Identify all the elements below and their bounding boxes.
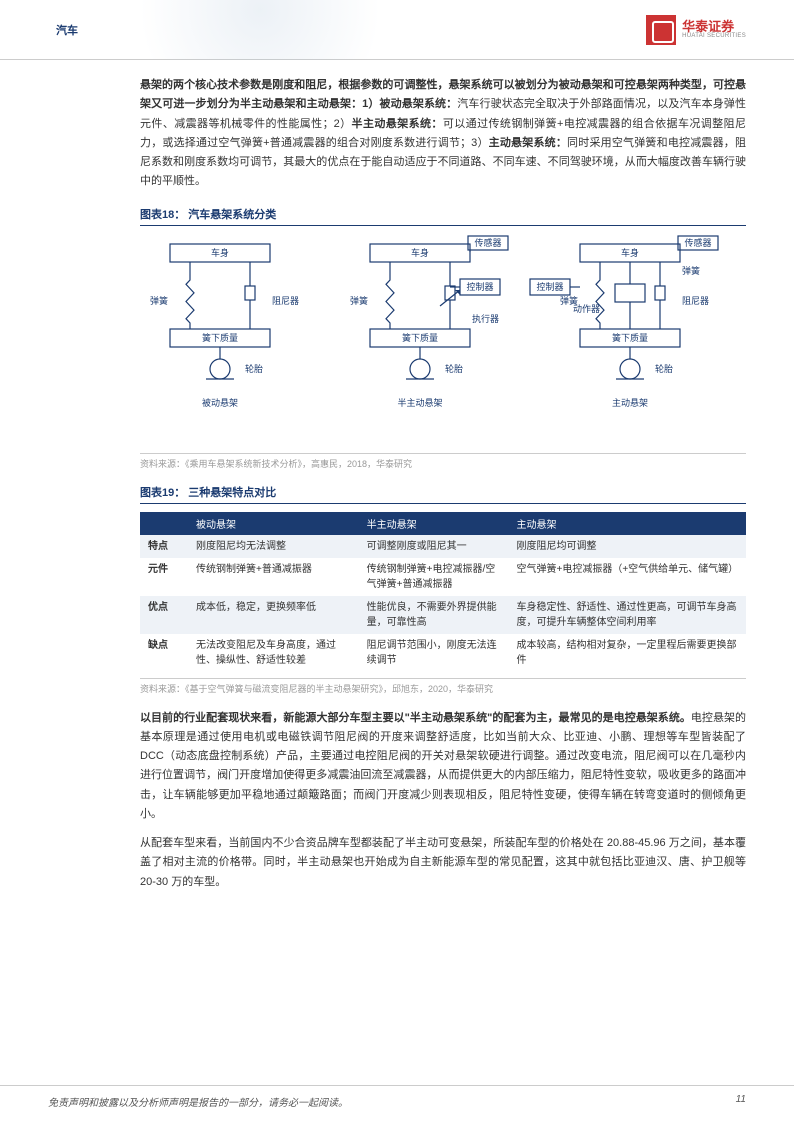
svg-text:被动悬架: 被动悬架 bbox=[202, 397, 238, 408]
svg-text:车身: 车身 bbox=[211, 247, 229, 258]
svg-text:阻尼器: 阻尼器 bbox=[272, 296, 299, 306]
svg-text:传感器: 传感器 bbox=[684, 237, 711, 248]
svg-text:簧下质量: 簧下质量 bbox=[402, 332, 438, 343]
svg-text:弹簧: 弹簧 bbox=[350, 295, 368, 306]
category-label: 汽车 bbox=[48, 20, 86, 40]
svg-text:动作器: 动作器 bbox=[573, 303, 600, 314]
logo-en: HUATAI SECURITIES bbox=[682, 33, 746, 39]
svg-text:轮胎: 轮胎 bbox=[655, 363, 673, 374]
svg-text:轮胎: 轮胎 bbox=[245, 363, 263, 374]
page-header: 汽车 华泰证券 HUATAI SECURITIES bbox=[0, 0, 794, 60]
page-content: 悬架的两个核心技术参数是刚度和阻尼，根据参数的可调整性，悬架系统可以被划分为被动… bbox=[0, 60, 794, 892]
figure19-table: 被动悬架半主动悬架主动悬架 特点刚度阻尼均无法调整可调整刚度或阻尼其一刚度阻尼均… bbox=[140, 512, 746, 672]
paragraph-1: 悬架的两个核心技术参数是刚度和阻尼，根据参数的可调整性，悬架系统可以被划分为被动… bbox=[140, 76, 746, 192]
figure18-diagram: 车身弹簧阻尼器簧下质量轮胎被动悬架车身弹簧传感器控制器执行器簧下质量轮胎半主动悬… bbox=[140, 234, 746, 447]
figure18-title: 图表18： 汽车悬架系统分类 bbox=[140, 206, 746, 226]
svg-text:执行器: 执行器 bbox=[472, 313, 499, 324]
svg-text:轮胎: 轮胎 bbox=[445, 363, 463, 374]
logo-icon bbox=[646, 15, 676, 45]
disclaimer: 免责声明和披露以及分析师声明是报告的一部分，请务必一起阅读。 bbox=[48, 1094, 348, 1109]
brand-logo: 华泰证券 HUATAI SECURITIES bbox=[646, 15, 746, 45]
svg-text:阻尼器: 阻尼器 bbox=[682, 296, 709, 306]
figure18-source: 资料来源：《乘用车悬架系统新技术分析》，高惠民，2018，华泰研究 bbox=[140, 453, 746, 470]
logo-cn: 华泰证券 bbox=[682, 20, 746, 33]
paragraph-2: 以目前的行业配套现状来看，新能源大部分车型主要以"半主动悬架系统"的配套为主，最… bbox=[140, 709, 746, 825]
page-number: 11 bbox=[736, 1094, 746, 1109]
svg-text:簧下质量: 簧下质量 bbox=[202, 332, 238, 343]
svg-text:传感器: 传感器 bbox=[474, 237, 501, 248]
page-footer: 免责声明和披露以及分析师声明是报告的一部分，请务必一起阅读。 11 bbox=[0, 1085, 794, 1123]
svg-text:簧下质量: 簧下质量 bbox=[612, 332, 648, 343]
svg-text:车身: 车身 bbox=[621, 247, 639, 258]
figure19-source: 资料来源：《基于空气弹簧与磁流变阻尼器的半主动悬架研究》，邱旭东，2020，华泰… bbox=[140, 678, 746, 695]
svg-text:控制器: 控制器 bbox=[536, 281, 563, 292]
paragraph-3: 从配套车型来看，当前国内不少合资品牌车型都装配了半主动可变悬架，所装配车型的价格… bbox=[140, 834, 746, 892]
svg-text:主动悬架: 主动悬架 bbox=[612, 397, 648, 408]
svg-text:弹簧: 弹簧 bbox=[150, 295, 168, 306]
figure19-title: 图表19： 三种悬架特点对比 bbox=[140, 484, 746, 504]
svg-text:弹簧: 弹簧 bbox=[682, 265, 700, 276]
svg-text:车身: 车身 bbox=[411, 247, 429, 258]
svg-text:控制器: 控制器 bbox=[466, 281, 493, 292]
svg-text:半主动悬架: 半主动悬架 bbox=[397, 397, 442, 408]
